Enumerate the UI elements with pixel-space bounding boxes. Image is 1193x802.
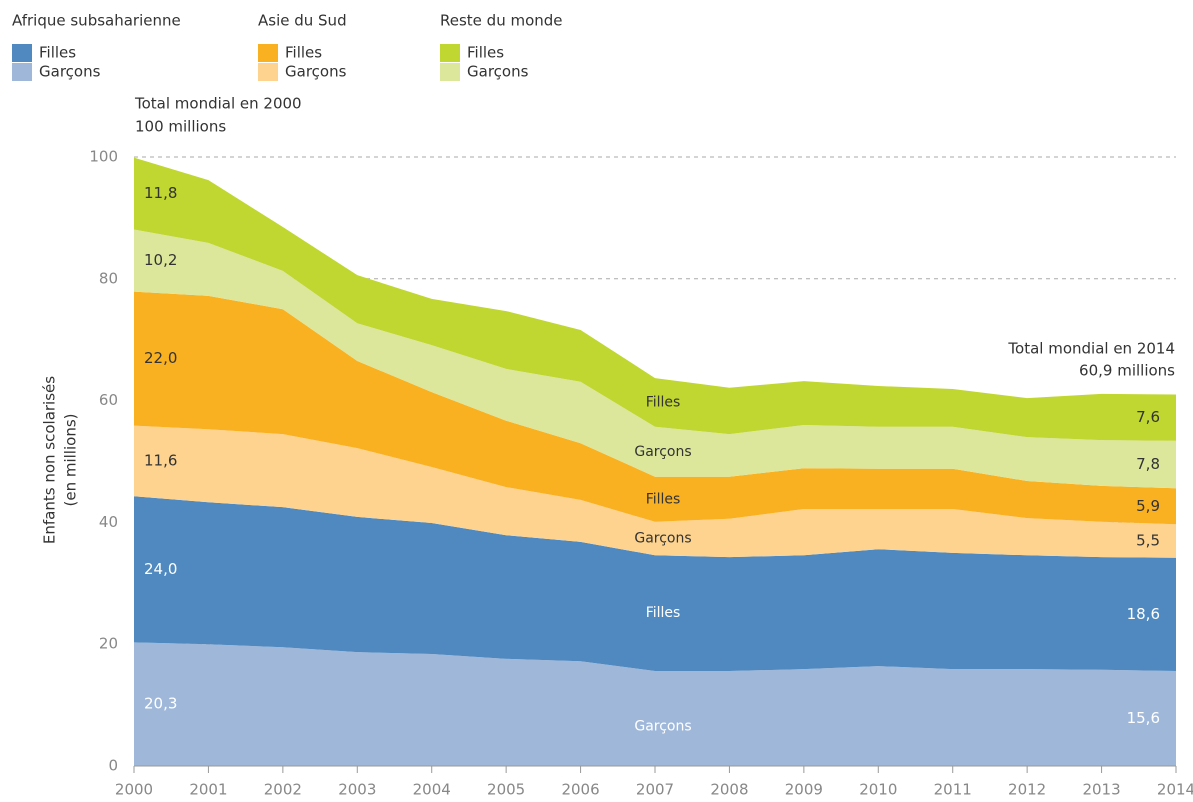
legend-swatch [12,63,32,81]
legend-label: Garçons [39,63,101,81]
x-tick-label: 2000 [115,781,153,799]
x-tick-label: 2011 [934,781,972,799]
value-label: 11,8 [144,184,177,202]
x-tick-label: 2002 [264,781,302,799]
value-label: 24,0 [144,560,177,578]
legend-swatch [258,44,278,62]
legend-label: Filles [467,44,504,62]
value-label: 7,8 [1136,455,1160,473]
annotation: Total mondial en 2014 [1007,340,1175,358]
y-tick-label: 20 [99,635,118,653]
legend-group-title: Asie du Sud [258,12,347,30]
area [134,496,1176,671]
series-label: Garçons [634,444,691,460]
series-label: Garçons [634,718,691,734]
legend-group-title: Afrique subsaharienne [12,12,181,30]
series-label: Filles [646,605,681,621]
annotation: 60,9 millions [1079,362,1175,380]
series-label: Filles [646,491,681,507]
y-tick-label: 100 [89,148,118,166]
x-tick-label: 2010 [859,781,897,799]
x-tick-label: 2008 [710,781,748,799]
area [134,157,1176,441]
value-label: 20,3 [144,695,177,713]
legend-swatch [258,63,278,81]
legend-group-title: Reste du monde [440,12,563,30]
series-label: Filles [646,394,681,410]
value-label: 11,6 [144,451,177,469]
value-label: 10,2 [144,251,177,269]
value-label: 22,0 [144,349,177,367]
annotation: 100 millions [135,118,226,136]
x-tick-label: 2004 [413,781,451,799]
value-label: 5,5 [1136,531,1160,549]
value-label: 5,9 [1136,497,1160,515]
legend-label: Garçons [467,63,529,81]
x-tick-label: 2006 [561,781,599,799]
legend-label: Garçons [285,63,347,81]
legend-label: Filles [39,44,76,62]
x-tick-label: 2012 [1008,781,1046,799]
x-tick-label: 2013 [1082,781,1120,799]
legend-swatch [12,44,32,62]
value-label: 15,6 [1127,709,1160,727]
x-tick-label: 2003 [338,781,376,799]
value-label: 18,6 [1127,605,1160,623]
x-tick-label: 2001 [189,781,227,799]
area [134,291,1176,525]
legend-swatch [440,44,460,62]
series-label: Garçons [634,531,691,547]
y-tick-label: 40 [99,513,118,531]
x-tick-label: 2009 [785,781,823,799]
annotation: Total mondial en 2000 [134,95,302,113]
y-tick-label: 0 [108,757,118,775]
area [134,425,1176,558]
area [134,642,1176,766]
y-axis-label: Enfants non scolarisés [41,376,59,544]
x-tick-label: 2007 [636,781,674,799]
legend-label: Filles [285,44,322,62]
area [134,229,1176,489]
x-tick-label: 2014 [1157,781,1193,799]
value-label: 7,6 [1136,408,1160,426]
y-tick-label: 80 [99,269,118,287]
y-axis-label: (en millions) [62,414,80,507]
y-tick-label: 60 [99,391,118,409]
x-tick-label: 2005 [487,781,525,799]
legend-swatch [440,63,460,81]
